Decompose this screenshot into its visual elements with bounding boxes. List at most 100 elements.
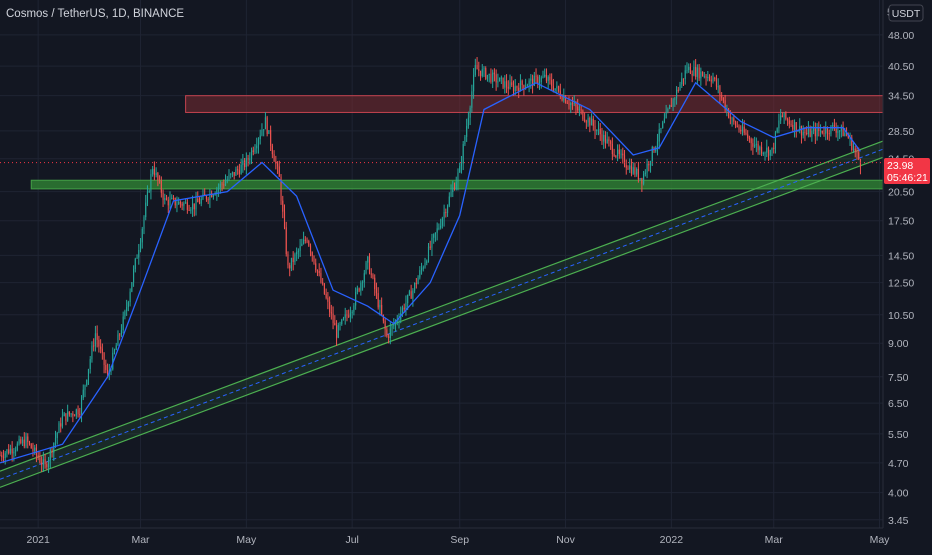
candle [594, 125, 596, 132]
candle [393, 324, 395, 326]
candle [15, 449, 17, 452]
candle [386, 329, 388, 337]
candle [785, 112, 787, 119]
candle [511, 82, 513, 86]
candle [767, 147, 770, 156]
candle [589, 117, 591, 126]
moving-average [0, 81, 861, 464]
y-tick-label: 20.50 [888, 187, 914, 199]
candle [538, 82, 541, 84]
currency-badge-frame[interactable] [888, 4, 924, 22]
resistance-zone[interactable] [185, 95, 884, 113]
candle [252, 150, 254, 153]
candle [363, 273, 365, 283]
candle [717, 86, 719, 88]
candle [37, 455, 39, 458]
candle [341, 319, 343, 325]
candle [358, 288, 360, 291]
candle [450, 191, 452, 197]
candle [519, 80, 521, 92]
candle [157, 173, 159, 181]
candle [126, 307, 128, 312]
candle [792, 124, 794, 130]
candle [270, 130, 272, 146]
candle [582, 110, 584, 120]
candle [34, 447, 36, 452]
candle [649, 161, 652, 166]
candle [35, 447, 37, 456]
candle [67, 411, 69, 421]
candle [462, 144, 464, 164]
candle [835, 128, 837, 133]
candle [346, 314, 348, 316]
candle [774, 132, 777, 149]
candle [703, 76, 705, 78]
candle [219, 183, 221, 188]
candle [1, 455, 3, 458]
candle [622, 153, 624, 156]
support-zone[interactable] [30, 179, 884, 190]
candle [179, 201, 181, 204]
candle [695, 66, 697, 77]
candle [438, 227, 440, 229]
candle [214, 194, 216, 196]
candle [412, 290, 414, 299]
trend-channel[interactable] [0, 140, 884, 488]
candle [840, 126, 842, 131]
candle [188, 209, 190, 211]
candle [814, 128, 816, 137]
candle [377, 293, 379, 308]
candle [271, 145, 273, 155]
candle [662, 122, 664, 129]
candle [641, 178, 643, 184]
candle [233, 171, 235, 176]
candle [500, 77, 502, 79]
y-tick-label: 10.50 [888, 310, 914, 322]
candle [153, 168, 155, 176]
candle [240, 164, 242, 175]
candle [379, 305, 381, 308]
candle [486, 74, 489, 79]
candle [127, 302, 129, 308]
candle [512, 85, 515, 92]
candle [544, 74, 546, 77]
candle [273, 154, 275, 162]
candle [464, 136, 466, 145]
candle [129, 291, 131, 303]
candle [289, 265, 291, 269]
candle [292, 257, 294, 263]
candle [452, 187, 454, 192]
candle [707, 76, 709, 78]
candle [87, 369, 90, 380]
candle [145, 202, 147, 218]
currency-badge[interactable]: USDT [892, 8, 921, 20]
candle [485, 68, 487, 79]
candle [143, 217, 145, 229]
candle [101, 348, 103, 353]
candle [65, 413, 67, 421]
candle [856, 150, 858, 153]
candle [382, 314, 384, 321]
candle [433, 234, 435, 238]
candle [821, 130, 823, 134]
last-price-value: 23.98 [887, 160, 913, 172]
candle [832, 125, 834, 127]
candle [254, 148, 256, 153]
candle [398, 319, 400, 321]
candle [275, 161, 277, 164]
time-axis[interactable]: 2021 Mar May Jul Sep Nov 2022 Mar May [26, 534, 890, 546]
candle [325, 293, 327, 298]
candle [160, 180, 162, 193]
candle [457, 172, 459, 183]
candle [537, 76, 539, 84]
candle [592, 118, 594, 126]
candle [809, 128, 811, 137]
candle [25, 436, 27, 447]
candle [306, 240, 308, 242]
candle [523, 85, 525, 89]
candle [819, 130, 822, 132]
candle [733, 118, 735, 122]
candle [89, 359, 91, 370]
